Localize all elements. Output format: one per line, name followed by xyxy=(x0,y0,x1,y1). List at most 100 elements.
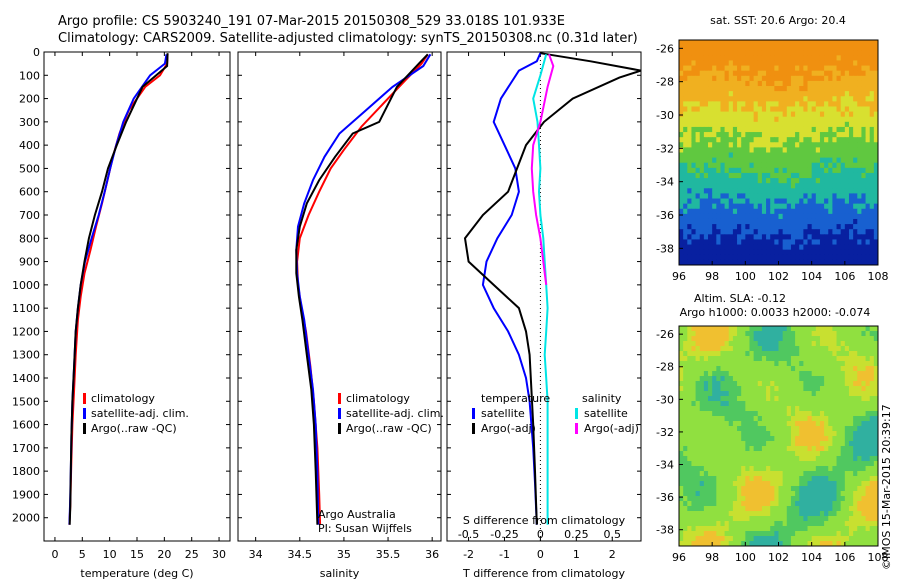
sla-map-cell xyxy=(703,411,709,417)
sst-map-cell xyxy=(865,203,871,210)
sst-map-cell xyxy=(737,137,742,143)
sst-map-cell xyxy=(774,162,779,169)
sst-map-cell xyxy=(695,198,701,205)
sst-map-cell xyxy=(869,55,875,61)
sla-map-cell xyxy=(761,416,767,422)
sla-map-cell xyxy=(679,346,684,352)
sst-map-cell xyxy=(828,55,833,61)
sla-map-cell xyxy=(761,336,767,342)
sst-map-cell xyxy=(799,50,804,56)
sst-map-cell xyxy=(732,229,738,235)
sla-map-cell xyxy=(824,386,829,392)
sla-map-cell xyxy=(778,376,784,382)
sla-map-cell xyxy=(749,431,755,437)
sst-map-cell xyxy=(824,178,829,184)
sst-map-cell xyxy=(770,193,775,200)
sla-map-cell xyxy=(703,336,709,342)
sla-map-cell xyxy=(857,471,862,477)
sla-map-cell xyxy=(811,361,817,367)
sst-map-cell xyxy=(873,152,879,159)
sst-map-cell xyxy=(687,65,692,72)
sst-map-cell xyxy=(853,65,858,72)
sla-map-cell xyxy=(770,441,775,447)
sla-map-cell xyxy=(815,531,821,537)
sla-map-cell xyxy=(853,441,858,447)
sst-map-cell xyxy=(683,259,688,266)
sst-map-cell xyxy=(799,147,804,153)
sla-map-cell xyxy=(691,411,697,417)
sst-map-cell xyxy=(873,137,879,143)
sst-map-cell xyxy=(811,142,817,148)
sla-map-cell xyxy=(732,336,738,342)
sla-map-cell xyxy=(716,346,721,352)
sla-map-cell xyxy=(720,401,726,407)
sla-map-cell xyxy=(724,481,730,487)
sla-map-cell xyxy=(848,366,854,372)
sst-map-cell xyxy=(679,126,684,133)
sla-map-cell xyxy=(840,396,846,402)
sla-map-cell xyxy=(807,541,813,547)
sla-map-cell xyxy=(732,436,738,442)
sla-map-cell xyxy=(703,401,709,407)
sla-map-cell xyxy=(824,481,829,487)
sla-map-cell xyxy=(757,431,763,437)
sla-map-cell xyxy=(770,456,775,462)
sla-map-cell xyxy=(844,441,850,447)
sla-map-cell xyxy=(745,521,750,527)
sla-map-cell xyxy=(683,331,688,337)
sst-map-cell xyxy=(770,188,775,194)
sla-map-cell xyxy=(745,361,750,367)
sla-map-cell xyxy=(716,391,721,397)
sla-map-cell xyxy=(811,491,817,497)
sla-map-cell xyxy=(790,346,796,352)
sla-map-cell xyxy=(803,361,809,367)
sst-map-cell xyxy=(737,106,742,113)
sst-map-cell xyxy=(766,116,771,123)
sla-map-cell xyxy=(728,406,734,412)
sst-map-cell xyxy=(695,249,701,256)
sst-map-cell xyxy=(712,239,717,246)
depth-tick-label: 1600 xyxy=(12,419,40,432)
sla-map-cell xyxy=(832,501,838,507)
sst-map-cell xyxy=(844,157,850,164)
sst-map-cell xyxy=(824,172,829,179)
sst-map-cell xyxy=(761,126,767,133)
sst-map-cell xyxy=(703,172,709,179)
sla-map-cell xyxy=(720,471,726,477)
sla-map-cell xyxy=(728,401,734,407)
sst-map-cell xyxy=(724,65,730,72)
sst-map-cell xyxy=(737,132,742,138)
sla-map-cell xyxy=(761,511,767,517)
sst-map-cell xyxy=(873,178,879,184)
sla-map-cell xyxy=(741,461,746,467)
sst-map-cell xyxy=(728,152,734,159)
sla-map-cell xyxy=(795,516,800,522)
sla-map-cell xyxy=(799,496,804,502)
sla-map-cell xyxy=(819,356,825,362)
sst-map-cell xyxy=(691,157,697,164)
sla-map-cell xyxy=(732,351,738,357)
sst-map-cell xyxy=(836,224,842,230)
sla-map-cell xyxy=(865,336,871,342)
sla-map-cell xyxy=(712,371,717,377)
sst-map-cell xyxy=(712,244,717,251)
sla-map-cell xyxy=(778,401,784,407)
sla-map-cell xyxy=(819,371,825,377)
sst-map-cell xyxy=(853,234,858,240)
sla-map-cell xyxy=(819,481,825,487)
sst-map-cell xyxy=(703,162,709,169)
sla-map-cell xyxy=(782,496,788,502)
sla-map-cell xyxy=(708,406,713,412)
sst-map-cell xyxy=(782,91,788,97)
sst-map-cell xyxy=(795,152,800,159)
sla-map-cell xyxy=(761,521,767,527)
sst-map-cell xyxy=(732,193,738,200)
sst-map-cell xyxy=(828,40,833,46)
sla-map-cell xyxy=(857,531,862,537)
sst-map-cell xyxy=(745,80,750,87)
sst-map-cell xyxy=(749,218,755,225)
sla-map-cell xyxy=(679,341,684,347)
sla-map-cell xyxy=(766,506,771,512)
sla-map-cell xyxy=(737,506,742,512)
figure-title-line-1: Argo profile: CS 5903240_191 07-Mar-2015… xyxy=(58,14,566,29)
